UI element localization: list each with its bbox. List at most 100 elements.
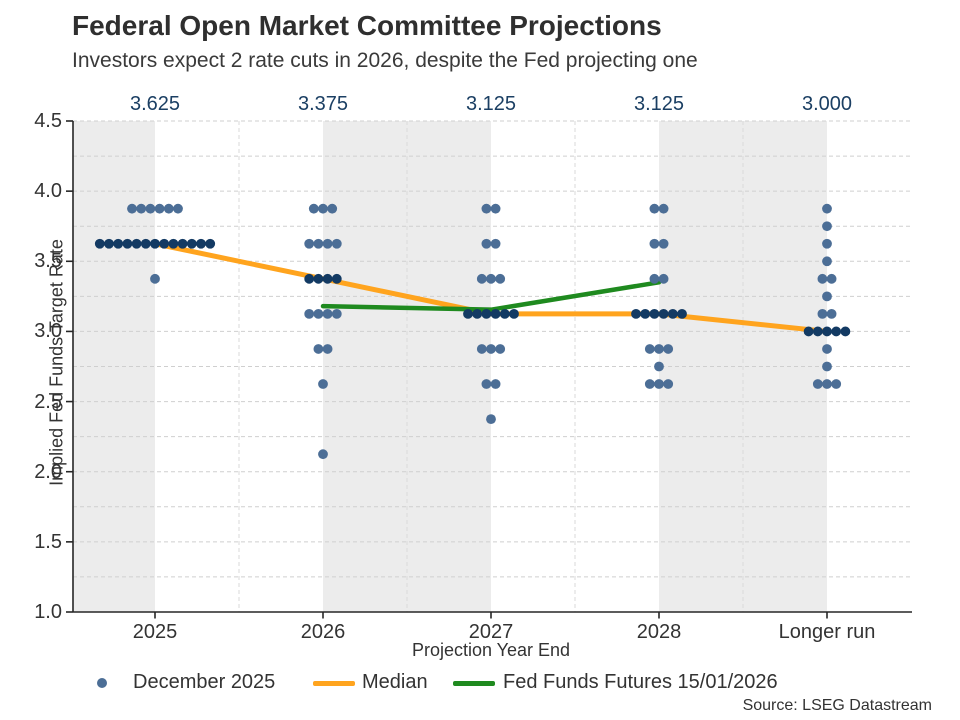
fomc-dot [812, 379, 823, 389]
fomc-dot [186, 238, 197, 249]
fomc-dot [304, 308, 315, 319]
fomc-dot [313, 273, 324, 284]
fomc-dot [649, 203, 660, 214]
fomc-dot [658, 238, 669, 249]
fomc-dot [127, 203, 137, 214]
fomc-dot [304, 238, 315, 249]
fomc-dot [812, 326, 823, 337]
fomc-dot [463, 308, 473, 319]
fomc-dot [205, 238, 216, 249]
fomc-dot [490, 238, 501, 249]
fomc-dot [817, 273, 828, 284]
fomc-dot [159, 238, 170, 249]
fomc-dot [490, 203, 501, 214]
fomc-dot [490, 379, 501, 389]
fomc-dot [654, 379, 664, 389]
top-median-label: 3.125 [465, 93, 517, 115]
fomc-dot [322, 273, 333, 284]
fomc-dot [667, 308, 678, 319]
fomc-dot [654, 344, 664, 354]
y-tick-label: 4.5 [34, 110, 62, 132]
fomc-dot [154, 203, 165, 214]
x-tick-label: 2028 [636, 621, 682, 643]
fomc-dot [640, 308, 651, 319]
fomc-dot [822, 361, 832, 372]
y-tick-label: 3.5 [34, 250, 62, 273]
fomc-dot [113, 238, 124, 249]
y-tick-label: 1.0 [34, 601, 62, 623]
fomc-dot [654, 361, 664, 372]
fomc-dot [509, 308, 519, 319]
fomc-dot [150, 238, 160, 249]
fomc-dot [822, 256, 832, 267]
fomc-dot [322, 344, 333, 354]
fomc-dot [173, 203, 183, 214]
fomc-dot [658, 273, 669, 284]
fomc-dot [472, 308, 483, 319]
fomc-dot [826, 273, 837, 284]
fomc-dot [318, 203, 328, 214]
fomc-dot [331, 238, 342, 249]
fomc-dot [196, 238, 206, 249]
fomc-dot [631, 308, 641, 319]
fomc-dot [486, 414, 496, 425]
fomc-dot [822, 238, 832, 249]
top-median-label: 3.375 [297, 93, 349, 115]
x-tick-label: 2025 [132, 621, 178, 643]
y-tick-label: 3.0 [34, 320, 62, 343]
fomc-dot [649, 308, 660, 319]
fomc-dot [304, 273, 315, 284]
fomc-dot [499, 308, 510, 319]
fomc-dot [145, 203, 156, 214]
fomc-dot [822, 344, 832, 354]
fomc-dot [327, 203, 338, 214]
fomc-dot [140, 238, 151, 249]
fomc-dot [658, 308, 669, 319]
fomc-dot [476, 273, 487, 284]
y-axis-title: Implied Fed Funds Target Rate [46, 239, 67, 486]
fomc-dot [313, 308, 324, 319]
fomc-dot [331, 273, 342, 284]
fomc-dot [476, 344, 487, 354]
legend-label-december-2025: December 2025 [133, 671, 276, 693]
y-tick-label: 2.5 [34, 390, 62, 413]
y-tick-label: 2.0 [34, 460, 62, 483]
fomc-dot [313, 238, 324, 249]
fomc-dot [481, 308, 492, 319]
fomc-dot [644, 379, 655, 389]
fomc-dot [822, 291, 832, 302]
fomc-dot [831, 326, 842, 337]
fomc-dot [803, 326, 814, 337]
fomc-dot [318, 379, 328, 389]
top-median-label: 3.125 [633, 93, 685, 115]
fomc-dot [495, 344, 506, 354]
fomc-dot [104, 238, 114, 249]
fomc-dot [168, 238, 179, 249]
fomc-dot [663, 379, 674, 389]
fomc-dot [486, 344, 496, 354]
fomc-dot [163, 203, 174, 214]
fomc-dot [822, 379, 832, 389]
fomc-dot [649, 238, 660, 249]
fomc-dot [150, 273, 160, 284]
fomc-dot [122, 238, 133, 249]
fomc-dot [822, 326, 832, 337]
fomc-dot [322, 238, 333, 249]
fomc-dot [136, 203, 147, 214]
futures-line [320, 280, 662, 312]
legend-dot-marker [97, 678, 107, 688]
fomc-dot [831, 379, 842, 389]
legend-label-median: Median [362, 671, 428, 693]
fomc-dot [486, 273, 496, 284]
x-tick-label: Longer run [778, 621, 876, 643]
fomc-dot [644, 344, 655, 354]
fomc-dot [481, 379, 492, 389]
fomc-dot [817, 308, 828, 319]
shaded-band [73, 121, 155, 612]
top-median-label: 3.625 [129, 93, 181, 115]
fomc-dot [677, 308, 687, 319]
source-note: Source: LSEG Datastream [742, 697, 932, 714]
chart-subtitle: Investors expect 2 rate cuts in 2026, de… [72, 49, 698, 72]
fomc-dot [313, 344, 324, 354]
fomc-dot [658, 203, 669, 214]
